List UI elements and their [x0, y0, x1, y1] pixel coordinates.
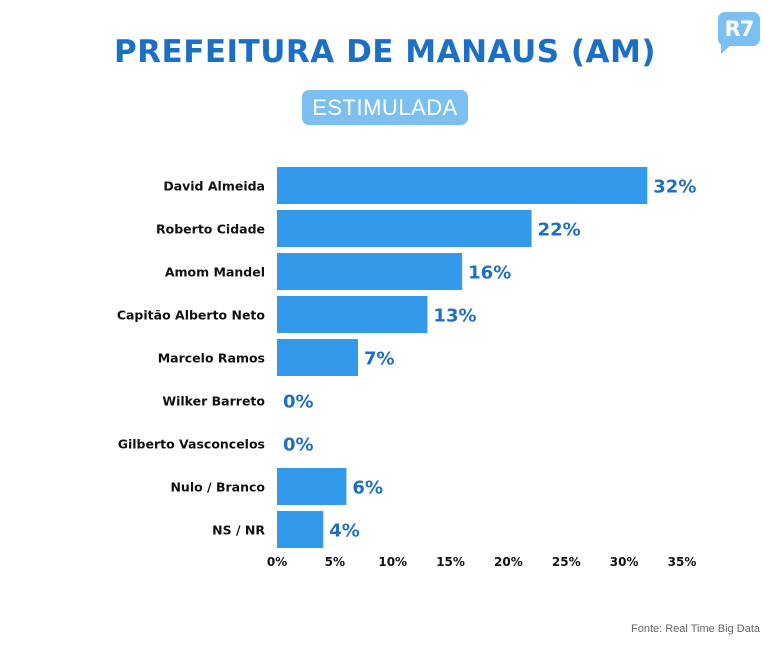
- value-label: 6%: [352, 478, 383, 499]
- r7-logo: R7: [718, 12, 760, 54]
- value-label: 13%: [433, 306, 476, 327]
- x-tick-label: 25%: [552, 555, 581, 569]
- bar: [277, 167, 648, 204]
- category-label: Capitão Alberto Neto: [117, 308, 266, 323]
- value-label: 22%: [538, 220, 581, 241]
- x-tick-label: 15%: [436, 555, 465, 569]
- value-label: 16%: [468, 263, 511, 284]
- category-label: Roberto Cidade: [156, 222, 265, 237]
- x-tick-label: 10%: [378, 555, 407, 569]
- value-label: 32%: [653, 177, 696, 198]
- category-label: Gilberto Vasconcelos: [118, 437, 265, 452]
- bar: [277, 468, 347, 505]
- category-label: David Almeida: [163, 179, 265, 194]
- x-tick-label: 5%: [325, 555, 345, 569]
- x-tick-label: 30%: [610, 555, 639, 569]
- x-tick-label: 35%: [668, 555, 697, 569]
- value-label: 7%: [364, 349, 395, 370]
- x-tick-label: 20%: [494, 555, 523, 569]
- source-note: Fonte: Real Time Big Data: [630, 623, 760, 635]
- bar: [277, 210, 532, 247]
- bar: [277, 339, 358, 376]
- x-tick-label: 0%: [267, 555, 287, 569]
- value-label: 4%: [329, 521, 360, 542]
- category-label: NS / NR: [212, 523, 265, 538]
- category-label: Nulo / Branco: [170, 480, 265, 495]
- bar: [277, 296, 428, 333]
- bar: [277, 253, 463, 290]
- category-label: Marcelo Ramos: [158, 351, 265, 366]
- bar: [277, 511, 324, 548]
- subtitle-badge: ESTIMULADA: [302, 90, 468, 125]
- category-label: Amom Mandel: [165, 265, 265, 280]
- value-label: 0%: [283, 392, 314, 413]
- value-label: 0%: [283, 435, 314, 456]
- chart-title: PREFEITURA DE MANAUS (AM): [113, 34, 657, 70]
- category-label: Wilker Barreto: [162, 394, 265, 409]
